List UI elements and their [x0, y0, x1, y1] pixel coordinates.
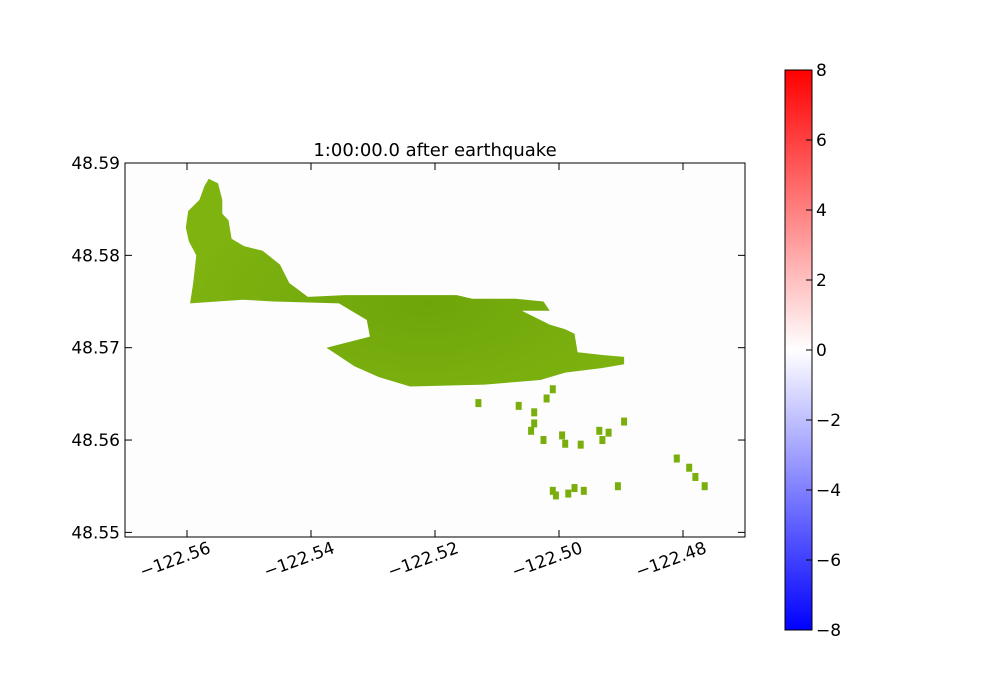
land-patch	[614, 482, 621, 491]
land-patch	[549, 385, 556, 394]
land-patch	[577, 440, 584, 449]
colorbar-tick-label: −6	[816, 551, 841, 571]
y-tick-label: 48.55	[71, 523, 120, 543]
x-tick-label: −122.54	[261, 538, 337, 582]
land-patch	[552, 491, 559, 500]
land-patch	[599, 436, 606, 445]
y-axis: 48.55 48.56 48.57 48.58 48.59	[71, 154, 745, 543]
colorbar-tick-label: 0	[816, 341, 827, 361]
land-patch	[531, 408, 538, 417]
land-patch	[540, 436, 547, 445]
land-patch	[605, 428, 612, 437]
y-tick-label: 48.56	[71, 431, 120, 451]
colorbar-ticks: 8 6 4 2 0 −2 −4 −6 −8	[806, 61, 841, 641]
land-patch	[549, 486, 556, 495]
land-layer	[185, 178, 708, 500]
colorbar-tick-label: 6	[816, 131, 827, 151]
land-patch	[565, 489, 572, 498]
colorbar-tick-label: 4	[816, 201, 827, 221]
x-tick-label: −122.52	[385, 538, 461, 582]
land-patch	[475, 399, 482, 408]
colorbar: 8 6 4 2 0 −2 −4 −6 −8	[784, 61, 841, 641]
land-patch	[528, 426, 535, 435]
y-tick-label: 48.58	[71, 246, 120, 266]
land-patch	[596, 426, 603, 435]
land-patch	[621, 417, 628, 426]
land-patch	[580, 486, 587, 495]
x-tick-label: −122.50	[509, 538, 585, 582]
colorbar-tick-label: 2	[816, 271, 827, 291]
colorbar-tick-label: −8	[816, 621, 841, 641]
land-patch	[673, 454, 680, 463]
land-patch	[531, 419, 538, 428]
main-plot: −122.56 −122.54 −122.52 −122.50 −122.48 48.5…	[71, 140, 746, 582]
land-patch	[559, 431, 566, 440]
land-patch	[686, 463, 693, 472]
island-landmass	[185, 178, 625, 387]
x-tick-label: −122.56	[137, 538, 213, 582]
colorbar-tick-label: −2	[816, 411, 841, 431]
y-tick-label: 48.59	[71, 154, 120, 174]
colorbar-tick-label: −4	[816, 481, 841, 501]
colorbar-tick-label: 8	[816, 61, 827, 81]
x-tick-label: −122.48	[633, 538, 709, 582]
chart-title: 1:00:00.0 after earthquake	[313, 140, 556, 161]
land-patch	[562, 439, 569, 448]
land-patch	[701, 482, 708, 491]
land-patch	[571, 484, 578, 493]
land-patch	[692, 472, 699, 481]
y-tick-label: 48.57	[71, 339, 120, 359]
land-patch	[543, 394, 550, 403]
land-patch	[515, 401, 522, 410]
